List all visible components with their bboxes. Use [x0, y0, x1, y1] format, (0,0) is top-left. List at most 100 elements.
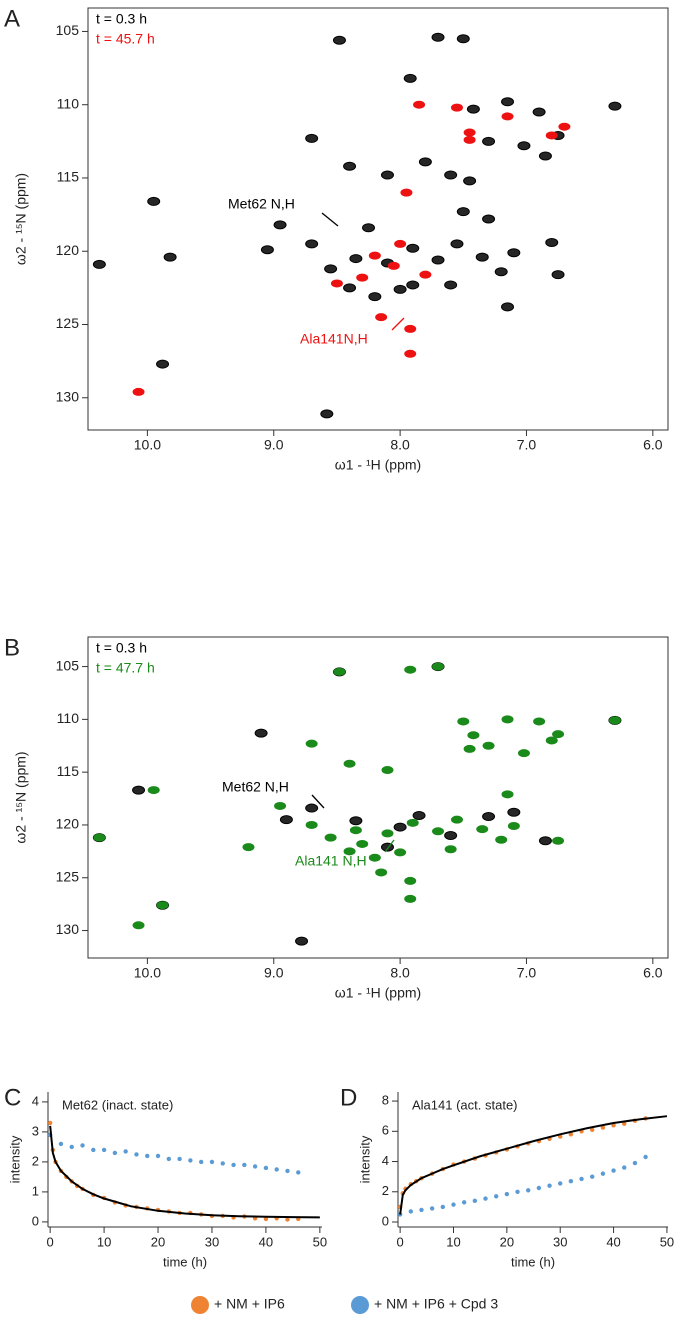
peak	[260, 245, 274, 255]
panel-label: B	[4, 634, 20, 661]
peak	[482, 741, 495, 750]
peak	[507, 822, 520, 831]
peak	[273, 220, 287, 230]
peak	[333, 667, 346, 676]
data-point	[536, 1185, 542, 1191]
peak	[431, 255, 445, 265]
peak	[538, 836, 552, 846]
y-axis-label: intensity	[7, 1135, 22, 1183]
peak	[305, 803, 319, 813]
leader-line	[391, 317, 405, 331]
peak	[356, 839, 369, 848]
peak	[406, 818, 419, 827]
peak	[349, 254, 363, 264]
legend-entry: t = 47.7 h	[96, 660, 155, 676]
peak	[507, 807, 521, 817]
peak	[274, 801, 287, 810]
data-point	[112, 1150, 118, 1156]
data-point	[231, 1162, 236, 1168]
peak	[432, 827, 445, 836]
x-tick-label: 0	[47, 1234, 54, 1249]
panel-title: Ala141 (act. state)	[412, 1097, 518, 1112]
x-tick-label: 10	[446, 1234, 460, 1249]
peak	[538, 151, 552, 161]
peak	[380, 170, 394, 180]
peak	[368, 853, 381, 862]
data-point	[504, 1191, 510, 1197]
peak	[413, 100, 426, 109]
peak	[381, 829, 394, 838]
peak	[393, 284, 407, 294]
peak	[552, 836, 565, 845]
legend-entry: t = 0.3 h	[96, 640, 147, 656]
x-tick-label: 10.0	[134, 965, 161, 981]
peak	[305, 820, 318, 829]
peak	[375, 868, 388, 877]
peak	[343, 847, 356, 856]
plot-frame	[87, 636, 669, 959]
peak	[444, 280, 458, 290]
peak	[394, 848, 407, 857]
annotation: Met62 N,H	[228, 196, 295, 212]
peak	[431, 32, 445, 42]
data-point	[80, 1143, 85, 1148]
data-point	[600, 1125, 606, 1130]
peak	[330, 279, 343, 288]
peak	[501, 790, 514, 799]
peak	[551, 270, 565, 280]
data-point	[547, 1183, 552, 1188]
peak	[545, 131, 558, 140]
x-tick-label: 0	[397, 1234, 404, 1249]
peak	[467, 731, 480, 740]
y-tick-label: 105	[56, 657, 80, 673]
peak	[400, 188, 413, 197]
data-point	[568, 1132, 574, 1137]
peak	[242, 843, 255, 852]
data-point	[632, 1160, 638, 1166]
fit-line	[49, 1125, 320, 1219]
peak	[532, 107, 546, 117]
peak	[332, 35, 346, 45]
y-tick-label: 4	[32, 1093, 39, 1108]
y-tick-label: 105	[56, 22, 80, 38]
data-point	[590, 1174, 595, 1179]
peak	[349, 816, 363, 826]
peak	[381, 766, 394, 775]
x-tick-label: 6.0	[643, 437, 663, 453]
peak	[456, 34, 470, 44]
data-point	[600, 1171, 606, 1176]
leader-line	[321, 212, 339, 227]
peak	[404, 876, 417, 885]
peak	[456, 207, 470, 217]
peak	[132, 785, 146, 795]
peak	[450, 815, 463, 824]
peak	[403, 73, 417, 83]
x-tick-label: 40	[259, 1234, 273, 1249]
x-tick-label: 50	[313, 1234, 327, 1249]
peak	[558, 122, 571, 131]
x-tick-label: 20	[500, 1234, 514, 1249]
peak	[501, 715, 514, 724]
y-tick-label: 125	[56, 868, 80, 884]
data-point	[296, 1170, 301, 1175]
peak	[501, 112, 514, 121]
x-tick-label: 10.0	[134, 437, 161, 453]
x-tick-label: 7.0	[517, 965, 537, 981]
data-point	[440, 1204, 446, 1210]
panel-label: A	[4, 5, 20, 32]
y-tick-label: 130	[56, 921, 80, 937]
data-point	[643, 1154, 648, 1160]
data-point	[461, 1200, 467, 1205]
y-axis-label: ω2 - ¹⁵N (ppm)	[13, 173, 29, 265]
x-axis-label: ω1 - ¹H (ppm)	[335, 457, 421, 473]
annotation: Ala141 N,H	[295, 853, 367, 869]
panel-title: Met62 (inact. state)	[62, 1097, 173, 1112]
x-axis-label: time (h)	[511, 1254, 555, 1269]
peak	[463, 176, 477, 186]
leader-line	[384, 839, 395, 853]
peak	[147, 786, 160, 795]
peak	[404, 324, 417, 333]
peak	[320, 409, 334, 419]
y-tick-label: 0	[382, 1213, 389, 1228]
